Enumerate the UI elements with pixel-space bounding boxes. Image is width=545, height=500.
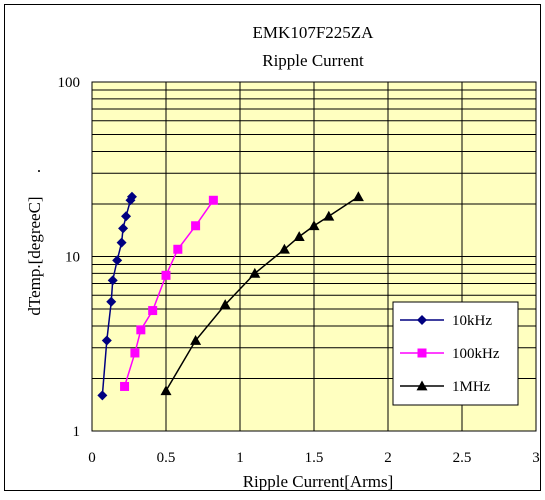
- data-point-10kHz-9: [126, 191, 137, 202]
- legend-entry-10kHz: 10kHz: [400, 313, 492, 329]
- data-point-1MHz-2: [219, 299, 231, 310]
- data-point-100kHz-1: [130, 348, 140, 358]
- legend-label-100kHz: 100kHz: [452, 346, 500, 362]
- x-tick-label-4: 2: [384, 450, 392, 466]
- legend: 10kHz 100kHz 1MHz: [392, 301, 519, 406]
- y-axis-label-mark: .: [25, 169, 44, 173]
- legend-marker-1MHz: [416, 380, 428, 391]
- data-point-10kHz-1: [101, 335, 112, 346]
- data-point-100kHz-0: [120, 381, 130, 391]
- legend-label-1MHz: 1MHz: [452, 379, 491, 395]
- x-axis-label: Ripple Current[Arms]: [243, 472, 394, 491]
- x-tick-label-0: 0: [88, 450, 96, 466]
- data-point-100kHz-5: [173, 244, 183, 254]
- x-tick-label-5: 2.5: [453, 450, 472, 466]
- x-tick-label-3: 1.5: [305, 450, 324, 466]
- series-100kHz: [120, 195, 218, 391]
- y-tick-label-0: 1: [73, 424, 81, 440]
- data-point-1MHz-5: [293, 231, 305, 242]
- data-point-10kHz-5: [116, 237, 127, 248]
- series-1MHz: [160, 191, 364, 396]
- data-point-10kHz-4: [112, 255, 123, 266]
- data-point-1MHz-4: [278, 243, 290, 254]
- legend-entry-100kHz: 100kHz: [400, 346, 500, 362]
- legend-marker-100kHz: [417, 348, 427, 358]
- series-line-10kHz: [101, 196, 133, 396]
- data-point-1MHz-1: [190, 335, 202, 345]
- legend-label-10kHz: 10kHz: [452, 313, 492, 329]
- data-point-100kHz-2: [136, 325, 146, 335]
- data-point-10kHz-6: [118, 223, 129, 234]
- y-tick-labels: 1 10 100: [58, 75, 81, 440]
- x-tick-label-2: 1: [236, 450, 244, 466]
- legend-marker-10kHz: [417, 315, 427, 325]
- legend-entry-1MHz: 1MHz: [400, 379, 491, 395]
- data-point-100kHz-3: [148, 306, 158, 316]
- data-point-10kHz-7: [121, 211, 132, 222]
- y-axis-label: dTemp.[degreeC]: [25, 196, 44, 315]
- y-tick-label-1: 10: [65, 250, 80, 266]
- data-point-10kHz-3: [107, 275, 118, 286]
- data-point-10kHz-2: [106, 296, 117, 307]
- data-point-1MHz-3: [249, 267, 261, 278]
- chart-title: EMK107F225ZA: [253, 23, 375, 42]
- data-point-1MHz-6: [308, 220, 320, 231]
- x-tick-labels: 0 0.5 1 1.5 2 2.5 3: [88, 450, 540, 466]
- data-point-1MHz-0: [160, 385, 172, 396]
- data-point-100kHz-6: [191, 221, 201, 231]
- data-point-100kHz-4: [161, 270, 171, 280]
- x-tick-label-6: 3: [532, 450, 540, 466]
- chart-subtitle: Ripple Current: [262, 51, 364, 70]
- series-layer: [97, 191, 364, 401]
- x-tick-label-1: 0.5: [157, 450, 176, 466]
- y-tick-label-2: 100: [58, 75, 81, 91]
- series-10kHz: [97, 191, 137, 401]
- plot-border: [91, 81, 537, 432]
- data-point-1MHz-8: [352, 191, 364, 202]
- data-point-1MHz-7: [323, 210, 335, 221]
- data-point-100kHz-7: [208, 195, 218, 205]
- data-point-10kHz-0: [97, 390, 108, 401]
